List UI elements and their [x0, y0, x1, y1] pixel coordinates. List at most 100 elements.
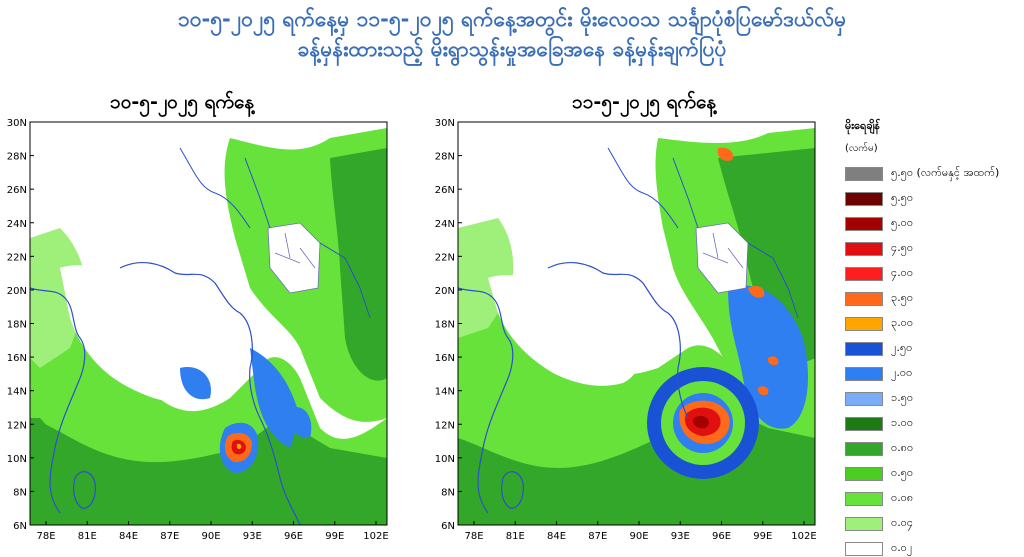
legend-swatch — [845, 192, 883, 206]
rainfall-legend: မိုးရေချိန် (လက်မ) ၅.၅၀ (လက်မနှင့် အထက်)… — [845, 117, 1020, 556]
lat-tick-label: 30N — [435, 118, 455, 129]
rainfall-map-day-1: 30N 28N 26N 24N 22N 20N 18N 16N 14N 12N 10N 8N 6N 78… — [7, 118, 389, 542]
legend-swatch — [845, 367, 883, 381]
lat-tick-label: 18N — [435, 320, 455, 331]
lat-tick-label: 8N — [441, 487, 455, 498]
lat-tick-label: 28N — [435, 152, 455, 163]
legend-label: ၃.၀၀ — [891, 316, 914, 329]
lon-tick-label: 102E — [791, 531, 816, 542]
legend-swatch — [845, 342, 883, 356]
lon-tick-label: 84E — [547, 531, 566, 542]
lon-tick-label: 90E — [629, 531, 648, 542]
lat-tick-label: 12N — [7, 420, 27, 431]
legend-label: ၃.၅၀ — [891, 291, 914, 304]
lat-tick-label: 16N — [435, 353, 455, 364]
lat-tick-label: 20N — [7, 286, 27, 297]
lat-tick-label: 26N — [435, 185, 455, 196]
legend-swatch — [845, 492, 883, 506]
legend-swatch — [845, 417, 883, 431]
legend-swatch — [845, 392, 883, 406]
lat-tick-label: 8N — [13, 487, 27, 498]
legend-item: ၃.၀၀ — [845, 316, 913, 332]
lon-tick-label: 102E — [363, 531, 388, 542]
map-1-lat-axis: 30N 28N 26N 24N 22N 20N 18N 16N 14N 12N 10N 8N 6N — [7, 118, 34, 532]
map-2-title: ၁၁-၅-၂၀၂၅ ရက်နေ့ — [572, 91, 717, 113]
legend-item: ၁.၅၀ — [845, 391, 913, 407]
legend-label: ၀.၈၀ — [891, 441, 914, 454]
map-1-lon-axis: 78E 81E 84E 87E 90E 93E 96E 99E 102E — [36, 521, 389, 542]
lat-tick-label: 14N — [7, 387, 27, 398]
legend-swatch — [845, 442, 883, 456]
lon-tick-label: 84E — [119, 531, 138, 542]
map-2-lon-axis: 78E 81E 84E 87E 90E 93E 96E 99E 102E — [464, 521, 817, 542]
lat-tick-label: 6N — [13, 521, 27, 532]
legend-item: ၅.၅၀ (လက်မနှင့် အထက်) — [845, 166, 999, 182]
header-line-1: ၁၀-၅-၂၀၂၅ ရက်နေ့မှ ၁၁-၅-၂၀၂၅ ရက်နေ့အတွင်… — [177, 7, 847, 31]
legend-swatch — [845, 467, 883, 481]
lon-tick-label: 81E — [506, 531, 525, 542]
lon-tick-label: 96E — [284, 531, 303, 542]
legend-label: ၅.၅၀ — [891, 191, 914, 204]
legend-label: ၀.၀၄ — [891, 516, 914, 529]
lon-tick-label: 87E — [160, 531, 179, 542]
lon-tick-label: 90E — [201, 531, 220, 542]
map-2-lat-axis: 30N 28N 26N 24N 22N 20N 18N 16N 14N 12N 10N 8N 6N — [435, 118, 462, 532]
lat-tick-label: 14N — [435, 387, 455, 398]
legend-label: ၀.၅၀ — [891, 466, 914, 479]
legend-label: ၁.၀၀ — [891, 416, 914, 429]
legend-swatch — [845, 267, 883, 281]
legend-label: ၅.၀၀ — [891, 216, 914, 229]
legend-item: ၀.၀၄ — [845, 516, 913, 532]
legend-label: ၀.၀၈ — [891, 491, 914, 504]
legend-item: ၀.၈၀ — [845, 441, 913, 457]
legend-item: ၄.၅၀ — [845, 241, 913, 257]
legend-item: ၁.၀၀ — [845, 416, 913, 432]
lat-tick-label: 22N — [7, 252, 27, 263]
lat-tick-label: 18N — [7, 320, 27, 331]
lat-tick-label: 22N — [435, 252, 455, 263]
legend-item: ၀.၅၀ — [845, 466, 913, 482]
lat-tick-label: 30N — [7, 118, 27, 129]
legend-label: ၅.၅၀ (လက်မနှင့် အထက်) — [891, 166, 1000, 179]
legend-item: ၄.၀၀ — [845, 266, 913, 282]
lon-tick-label: 93E — [243, 531, 262, 542]
legend-swatch — [845, 292, 883, 306]
legend-swatch — [845, 242, 883, 256]
map-1-field — [30, 122, 387, 525]
lat-tick-label: 24N — [7, 219, 27, 230]
legend-item: ၀.၀၈ — [845, 491, 913, 507]
lat-tick-label: 10N — [435, 454, 455, 465]
legend-swatch — [845, 217, 883, 231]
legend-title: မိုးရေချိန် — [845, 119, 880, 132]
map-1-title: ၁၀-၅-၂၀၂၅ ရက်နေ့ — [110, 91, 255, 113]
map-2-field — [458, 122, 815, 525]
lat-tick-label: 12N — [435, 420, 455, 431]
lon-tick-label: 99E — [325, 531, 344, 542]
legend-item: ၂.၀၀ — [845, 366, 912, 382]
lat-tick-label: 24N — [435, 219, 455, 230]
legend-swatch — [845, 317, 883, 331]
legend-label: ၁.၅၀ — [891, 391, 914, 404]
lon-tick-label: 87E — [588, 531, 607, 542]
legend-item: ၂.၅၀ — [845, 341, 912, 357]
lat-tick-label: 26N — [7, 185, 27, 196]
lon-tick-label: 96E — [712, 531, 731, 542]
header-line-2: ခန့်မှန်းထားသည့် မိုးရွာသွန်းမှုအခြေအနေ … — [297, 37, 727, 61]
legend-item: ၅.၀၀ — [845, 216, 913, 232]
lon-tick-label: 93E — [671, 531, 690, 542]
lat-tick-label: 20N — [435, 286, 455, 297]
lat-tick-label: 16N — [7, 353, 27, 364]
legend-item: ၃.၅၀ — [845, 291, 913, 307]
legend-swatch — [845, 167, 883, 181]
legend-swatch — [845, 542, 883, 556]
lat-tick-label: 6N — [441, 521, 455, 532]
legend-unit: (လက်မ) — [845, 143, 878, 154]
legend-label: ၀.၀၂ — [891, 541, 913, 554]
rainfall-map-day-2: 30N 28N 26N 24N 22N 20N 18N 16N 14N 12N 10N 8N 6N 78… — [435, 118, 817, 542]
legend-label: ၂.၀၀ — [891, 366, 913, 379]
lon-tick-label: 99E — [753, 531, 772, 542]
legend-label: ၄.၅၀ — [891, 241, 914, 254]
lat-tick-label: 10N — [7, 454, 27, 465]
lon-tick-label: 78E — [36, 531, 55, 542]
lon-tick-label: 78E — [464, 531, 483, 542]
